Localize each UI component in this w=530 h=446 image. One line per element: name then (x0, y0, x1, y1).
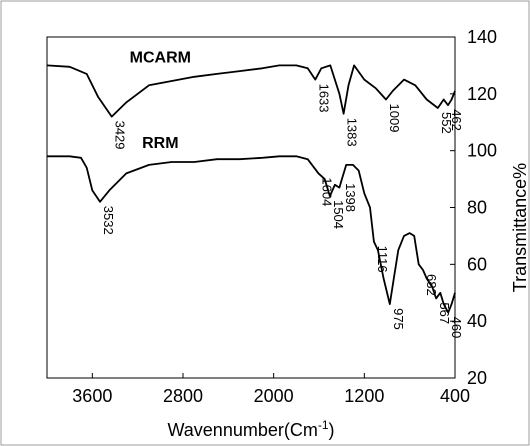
peak-label-462: 462 (449, 109, 464, 131)
peak-label-1116: 1116 (375, 246, 390, 273)
x-tick-label: 3600 (72, 386, 112, 406)
y-axis-title: Transmittance% (510, 163, 530, 292)
series-label-rrm: RRM (142, 135, 178, 152)
y-tick-label: 20 (467, 368, 487, 388)
y-tick-label: 60 (467, 254, 487, 274)
y-tick-label: 80 (467, 198, 487, 218)
y-tick-label: 40 (467, 311, 487, 331)
x-tick-label: 2800 (163, 386, 203, 406)
peak-label-1633: 1633 (316, 84, 331, 113)
label-layer: 3600 2800 2000 1200 400 140 120 100 80 60 40 20 Wave… (72, 27, 530, 440)
x-axis-title-main: Wavennumber(Cm (167, 420, 317, 440)
x-tick-label: 400 (440, 386, 470, 406)
peak-label-1398: 1398 (343, 183, 358, 212)
peak-label-975: 975 (391, 308, 406, 330)
peak-label-3429: 3429 (113, 121, 128, 150)
peak-label-567: 567 (437, 302, 452, 324)
peak-label-1604: 1604 (320, 177, 335, 206)
x-axis-title: Wavennumber(Cm-1) (167, 418, 334, 440)
series-line-rrm (47, 155, 456, 314)
peak-label-552: 552 (439, 112, 454, 134)
plot-layer (46, 36, 456, 379)
peak-label-1383: 1383 (345, 118, 360, 147)
series-line-mcarm (46, 64, 456, 118)
series-label-mcarm: MCARM (130, 50, 191, 67)
y-tick-label: 120 (467, 84, 497, 104)
peak-label-3532: 3532 (101, 206, 116, 235)
peak-label-460: 460 (449, 317, 464, 339)
x-tick-label: 1200 (344, 386, 384, 406)
y-tick-label: 140 (467, 27, 497, 47)
peak-label-682: 682 (424, 274, 439, 296)
x-tick-label: 2000 (254, 386, 294, 406)
x-axis-title-tail: ) (329, 420, 335, 440)
x-axis-title-superscript: -1 (318, 418, 329, 432)
y-tick-label: 100 (467, 141, 497, 161)
peak-label-1504: 1504 (331, 200, 346, 229)
peak-label-1009: 1009 (387, 104, 402, 133)
